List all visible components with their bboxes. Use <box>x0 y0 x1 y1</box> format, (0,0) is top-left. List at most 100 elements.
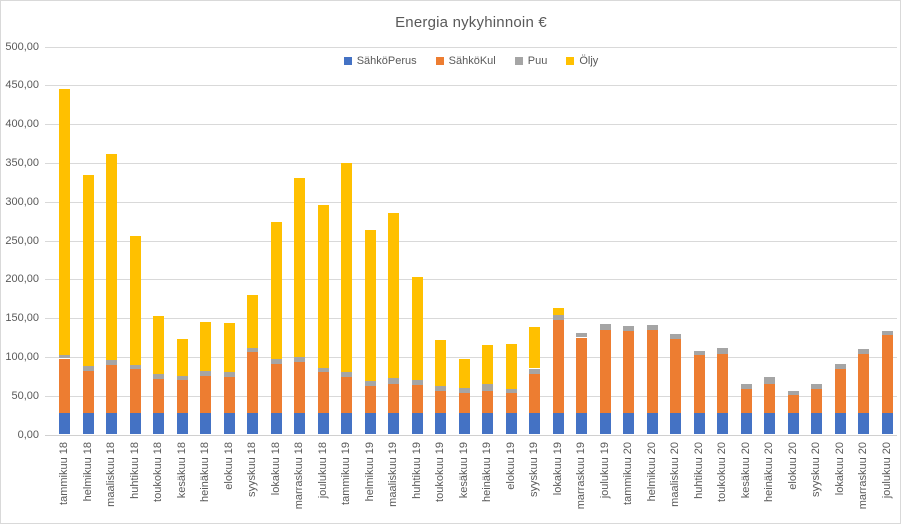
bar-elokuu-19-puu[interactable] <box>505 388 517 394</box>
bar-lokakuu-20-sahkokul[interactable] <box>834 368 846 413</box>
bar-heinakuu-18-oljy[interactable] <box>200 322 211 371</box>
bar-toukokuu-18-sahkokul[interactable] <box>153 378 164 413</box>
bar-maaliskuu-20-puu[interactable] <box>670 333 681 339</box>
bar-kesakuu-20-sahkokul[interactable] <box>740 388 752 413</box>
bar-syyskuu-19-sahkokul[interactable] <box>529 374 540 413</box>
bar-huhtikuu-19-oljy[interactable] <box>411 277 423 381</box>
bar-lokakuu-20-puu[interactable] <box>834 363 846 369</box>
bar-maaliskuu-19-oljy[interactable] <box>388 212 399 378</box>
bar-huhtikuu-18-oljy[interactable] <box>129 235 141 365</box>
bar-elokuu-19-sahkokul[interactable] <box>505 393 517 413</box>
bar-elokuu-19-oljy[interactable] <box>505 343 517 389</box>
bar-heinakuu-18-sahkokul[interactable] <box>200 375 211 413</box>
bar-huhtikuu-19-sahkoperus[interactable] <box>411 412 423 435</box>
bar-joulukuu-18-sahkokul[interactable] <box>317 372 329 413</box>
bar-kesakuu-20-puu[interactable] <box>740 384 752 389</box>
bar-marraskuu-18-puu[interactable] <box>294 356 305 362</box>
bar-kesakuu-18-puu[interactable] <box>176 376 188 381</box>
bar-maaliskuu-18-oljy[interactable] <box>106 154 117 360</box>
bar-kesakuu-18-sahkokul[interactable] <box>176 380 188 413</box>
bar-joulukuu-20-sahkokul[interactable] <box>881 335 893 413</box>
bar-syyskuu-18-oljy[interactable] <box>247 294 258 348</box>
bar-heinakuu-20-sahkokul[interactable] <box>764 384 775 413</box>
bar-syyskuu-19-puu[interactable] <box>529 368 540 374</box>
bar-tammikuu-19-puu[interactable] <box>341 372 352 378</box>
bar-helmikuu-19-sahkokul[interactable] <box>364 386 376 413</box>
bar-syyskuu-19-oljy[interactable] <box>529 327 540 369</box>
bar-marraskuu-18-sahkoperus[interactable] <box>294 412 305 435</box>
bar-toukokuu-19-sahkoperus[interactable] <box>435 412 446 435</box>
bar-tammikuu-20-sahkokul[interactable] <box>623 330 634 413</box>
bar-lokakuu-19-sahkoperus[interactable] <box>552 412 564 435</box>
bar-marraskuu-19-puu[interactable] <box>576 332 587 338</box>
bar-helmikuu-19-puu[interactable] <box>364 381 376 387</box>
bar-tammikuu-20-puu[interactable] <box>623 325 634 331</box>
bar-lokakuu-20-sahkoperus[interactable] <box>834 412 846 435</box>
bar-tammikuu-20-sahkoperus[interactable] <box>623 412 634 435</box>
bar-tammikuu-19-sahkoperus[interactable] <box>341 412 352 435</box>
bar-marraskuu-20-sahkoperus[interactable] <box>858 412 869 435</box>
bar-syyskuu-20-puu[interactable] <box>811 384 822 389</box>
bar-toukokuu-20-sahkoperus[interactable] <box>717 412 728 435</box>
bar-huhtikuu-20-puu[interactable] <box>693 350 705 356</box>
bar-elokuu-18-sahkoperus[interactable] <box>223 412 235 435</box>
bar-elokuu-18-sahkokul[interactable] <box>223 377 235 413</box>
bar-helmikuu-20-puu[interactable] <box>646 325 658 330</box>
bar-marraskuu-20-sahkokul[interactable] <box>858 353 869 413</box>
bar-huhtikuu-20-sahkoperus[interactable] <box>693 412 705 435</box>
bar-toukokuu-18-puu[interactable] <box>153 374 164 379</box>
bar-toukokuu-18-sahkoperus[interactable] <box>153 412 164 435</box>
bar-huhtikuu-19-puu[interactable] <box>411 380 423 385</box>
bar-helmikuu-18-puu[interactable] <box>82 366 94 371</box>
bar-heinakuu-18-puu[interactable] <box>200 370 211 376</box>
bar-maaliskuu-18-puu[interactable] <box>106 360 117 365</box>
bar-maaliskuu-20-sahkoperus[interactable] <box>670 412 681 435</box>
bar-elokuu-20-puu[interactable] <box>787 391 799 395</box>
bar-elokuu-18-oljy[interactable] <box>223 322 235 373</box>
bar-helmikuu-19-sahkoperus[interactable] <box>364 412 376 435</box>
bar-huhtikuu-18-puu[interactable] <box>129 364 141 370</box>
bar-syyskuu-18-puu[interactable] <box>247 347 258 353</box>
bar-lokakuu-18-sahkokul[interactable] <box>270 363 282 413</box>
bar-toukokuu-19-oljy[interactable] <box>435 339 446 387</box>
bar-helmikuu-19-oljy[interactable] <box>364 229 376 381</box>
bar-lokakuu-18-sahkoperus[interactable] <box>270 412 282 435</box>
bar-kesakuu-19-sahkoperus[interactable] <box>458 412 470 435</box>
bar-heinakuu-19-oljy[interactable] <box>482 345 493 385</box>
bar-helmikuu-18-sahkoperus[interactable] <box>82 412 94 435</box>
bar-helmikuu-20-sahkokul[interactable] <box>646 329 658 413</box>
bar-huhtikuu-18-sahkoperus[interactable] <box>129 412 141 435</box>
bar-joulukuu-19-puu[interactable] <box>599 324 611 330</box>
legend-item-oljy[interactable]: Öljy <box>566 55 598 67</box>
bar-heinakuu-20-sahkoperus[interactable] <box>764 412 775 435</box>
bar-kesakuu-20-sahkoperus[interactable] <box>740 412 752 435</box>
bar-heinakuu-19-sahkokul[interactable] <box>482 391 493 413</box>
bar-tammikuu-18-puu[interactable] <box>59 354 70 359</box>
bar-joulukuu-18-oljy[interactable] <box>317 204 329 368</box>
bar-helmikuu-18-sahkokul[interactable] <box>82 370 94 413</box>
bar-maaliskuu-20-sahkokul[interactable] <box>670 339 681 413</box>
bar-heinakuu-19-puu[interactable] <box>482 384 493 392</box>
bar-helmikuu-20-sahkoperus[interactable] <box>646 412 658 435</box>
bar-elokuu-18-puu[interactable] <box>223 372 235 378</box>
bar-lokakuu-19-puu[interactable] <box>552 315 564 321</box>
bar-kesakuu-19-sahkokul[interactable] <box>458 392 470 413</box>
bar-kesakuu-18-sahkoperus[interactable] <box>176 412 188 435</box>
bar-kesakuu-19-oljy[interactable] <box>458 358 470 388</box>
bar-maaliskuu-19-puu[interactable] <box>388 377 399 385</box>
bar-elokuu-20-sahkokul[interactable] <box>787 394 799 413</box>
bar-joulukuu-19-sahkokul[interactable] <box>599 329 611 413</box>
bar-helmikuu-18-oljy[interactable] <box>82 175 94 367</box>
bar-joulukuu-18-puu[interactable] <box>317 367 329 373</box>
bar-tammikuu-19-oljy[interactable] <box>341 162 352 373</box>
bar-toukokuu-19-sahkokul[interactable] <box>435 391 446 413</box>
bar-marraskuu-20-puu[interactable] <box>858 349 869 354</box>
bar-syyskuu-18-sahkokul[interactable] <box>247 352 258 413</box>
bar-syyskuu-18-sahkoperus[interactable] <box>247 412 258 435</box>
bar-heinakuu-18-sahkoperus[interactable] <box>200 412 211 435</box>
bar-lokakuu-18-puu[interactable] <box>270 359 282 364</box>
bar-kesakuu-18-oljy[interactable] <box>176 339 188 377</box>
bar-toukokuu-19-puu[interactable] <box>435 386 446 392</box>
bar-huhtikuu-19-sahkokul[interactable] <box>411 384 423 413</box>
bar-syyskuu-20-sahkoperus[interactable] <box>811 412 822 435</box>
